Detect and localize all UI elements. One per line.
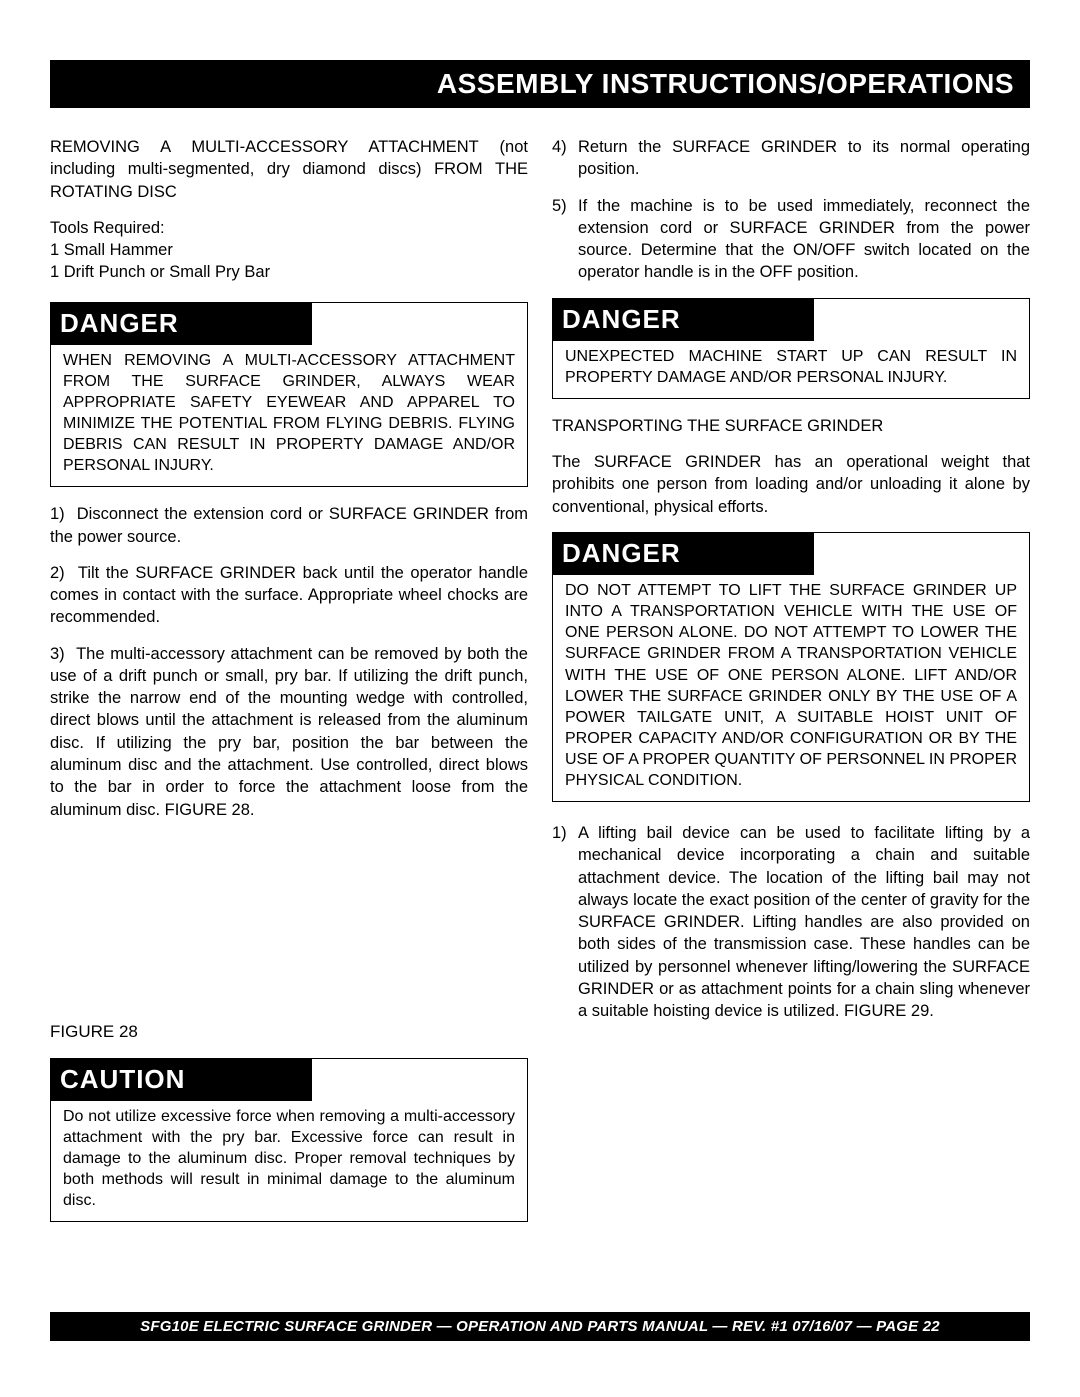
danger-body: DO NOT ATTEMPT TO LIFT THE SURFACE GRIND… [553,574,1029,801]
caution-box: CAUTION Do not utilize excessive force w… [50,1058,528,1223]
two-column-layout: REMOVING A MULTI-ACCESSORY ATTACHMENT (n… [50,136,1030,1238]
step-5: 5) If the machine is to be used immediat… [552,195,1030,284]
removing-intro: REMOVING A MULTI-ACCESSORY ATTACHMENT (n… [50,136,528,203]
danger-label: DANGER [552,532,814,575]
step-text: Return the SURFACE GRINDER to its normal… [578,136,1030,181]
step-2: 2) Tilt the SURFACE GRINDER back until t… [50,562,528,629]
danger-box-lift: DANGER DO NOT ATTEMPT TO LIFT THE SURFAC… [552,532,1030,802]
danger-body: WHEN REMOVING A MULTI-ACCESSORY ATTACHME… [51,344,527,487]
step-text: Tilt the SURFACE GRINDER back until the … [50,564,528,627]
danger-box-startup: DANGER UNEXPECTED MACHINE START UP CAN R… [552,298,1030,399]
step-num: 5) [552,195,578,284]
transporting-intro: The SURFACE GRINDER has an operational w… [552,451,1030,518]
step-num: 1) [50,505,65,523]
step-text: Disconnect the extension cord or SURFACE… [50,505,528,545]
section-header: ASSEMBLY INSTRUCTIONS/OPERATIONS [50,60,1030,108]
step-num: 2) [50,564,65,582]
caution-body: Do not utilize excessive force when remo… [51,1100,527,1222]
step-1: 1) Disconnect the extension cord or SURF… [50,503,528,548]
caution-label: CAUTION [50,1058,312,1101]
step-num: 4) [552,136,578,181]
step-text: A lifting bail device can be used to fac… [578,822,1030,1022]
step-3: 3) The multi-accessory attachment can be… [50,643,528,821]
danger-label: DANGER [552,298,814,341]
manual-page: ASSEMBLY INSTRUCTIONS/OPERATIONS REMOVIN… [0,0,1080,1268]
danger-box-removing: DANGER WHEN REMOVING A MULTI-ACCESSORY A… [50,302,528,488]
tool-1: 1 Small Hammer [50,239,528,261]
figure-28-label: FIGURE 28 [50,1021,528,1044]
danger-label: DANGER [50,302,312,345]
lift-step-1: 1) A lifting bail device can be used to … [552,822,1030,1022]
step-text: If the machine is to be used immediately… [578,195,1030,284]
left-column: REMOVING A MULTI-ACCESSORY ATTACHMENT (n… [50,136,528,1238]
tools-label: Tools Required: [50,217,528,239]
tools-required: Tools Required: 1 Small Hammer 1 Drift P… [50,217,528,284]
step-num: 3) [50,645,65,663]
figure-28-image [50,835,528,1015]
danger-body: UNEXPECTED MACHINE START UP CAN RESULT I… [553,340,1029,398]
step-text: The multi-accessory attachment can be re… [50,645,528,819]
page-footer: SFG10E ELECTRIC SURFACE GRINDER — OPERAT… [50,1312,1030,1341]
step-num: 1) [552,822,578,1022]
tool-2: 1 Drift Punch or Small Pry Bar [50,261,528,283]
transporting-heading: TRANSPORTING THE SURFACE GRINDER [552,415,1030,437]
step-4: 4) Return the SURFACE GRINDER to its nor… [552,136,1030,181]
right-column: 4) Return the SURFACE GRINDER to its nor… [552,136,1030,1238]
